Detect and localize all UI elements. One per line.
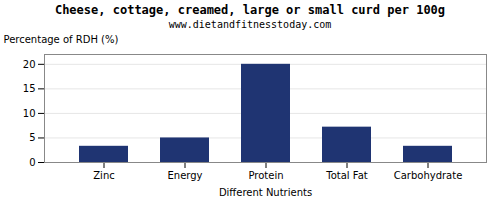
html-text:Cheese, cottage, creamed, larg: Cheese, cottage, creamed, large or small… bbox=[54, 3, 446, 17]
svg-text:Zinc: Zinc bbox=[93, 170, 114, 181]
html-text:www.dietandfitnesstoday.com: www.dietandfitnesstoday.com bbox=[168, 19, 332, 30]
svg-text:0: 0 bbox=[29, 157, 35, 168]
svg-text:Different Nutrients: Different Nutrients bbox=[219, 187, 312, 198]
svg-text:20: 20 bbox=[23, 59, 36, 70]
svg-text:15: 15 bbox=[23, 83, 36, 94]
svg-text:Carbohydrate: Carbohydrate bbox=[394, 170, 463, 181]
svg-text:5: 5 bbox=[29, 132, 35, 143]
svg-text:Total Fat: Total Fat bbox=[325, 170, 367, 181]
svg-text:Percentage of RDH (%): Percentage of RDH (%) bbox=[4, 34, 119, 45]
svg-text:Energy: Energy bbox=[167, 170, 202, 181]
svg-text:10: 10 bbox=[23, 108, 36, 119]
svg-text:Protein: Protein bbox=[248, 170, 283, 181]
